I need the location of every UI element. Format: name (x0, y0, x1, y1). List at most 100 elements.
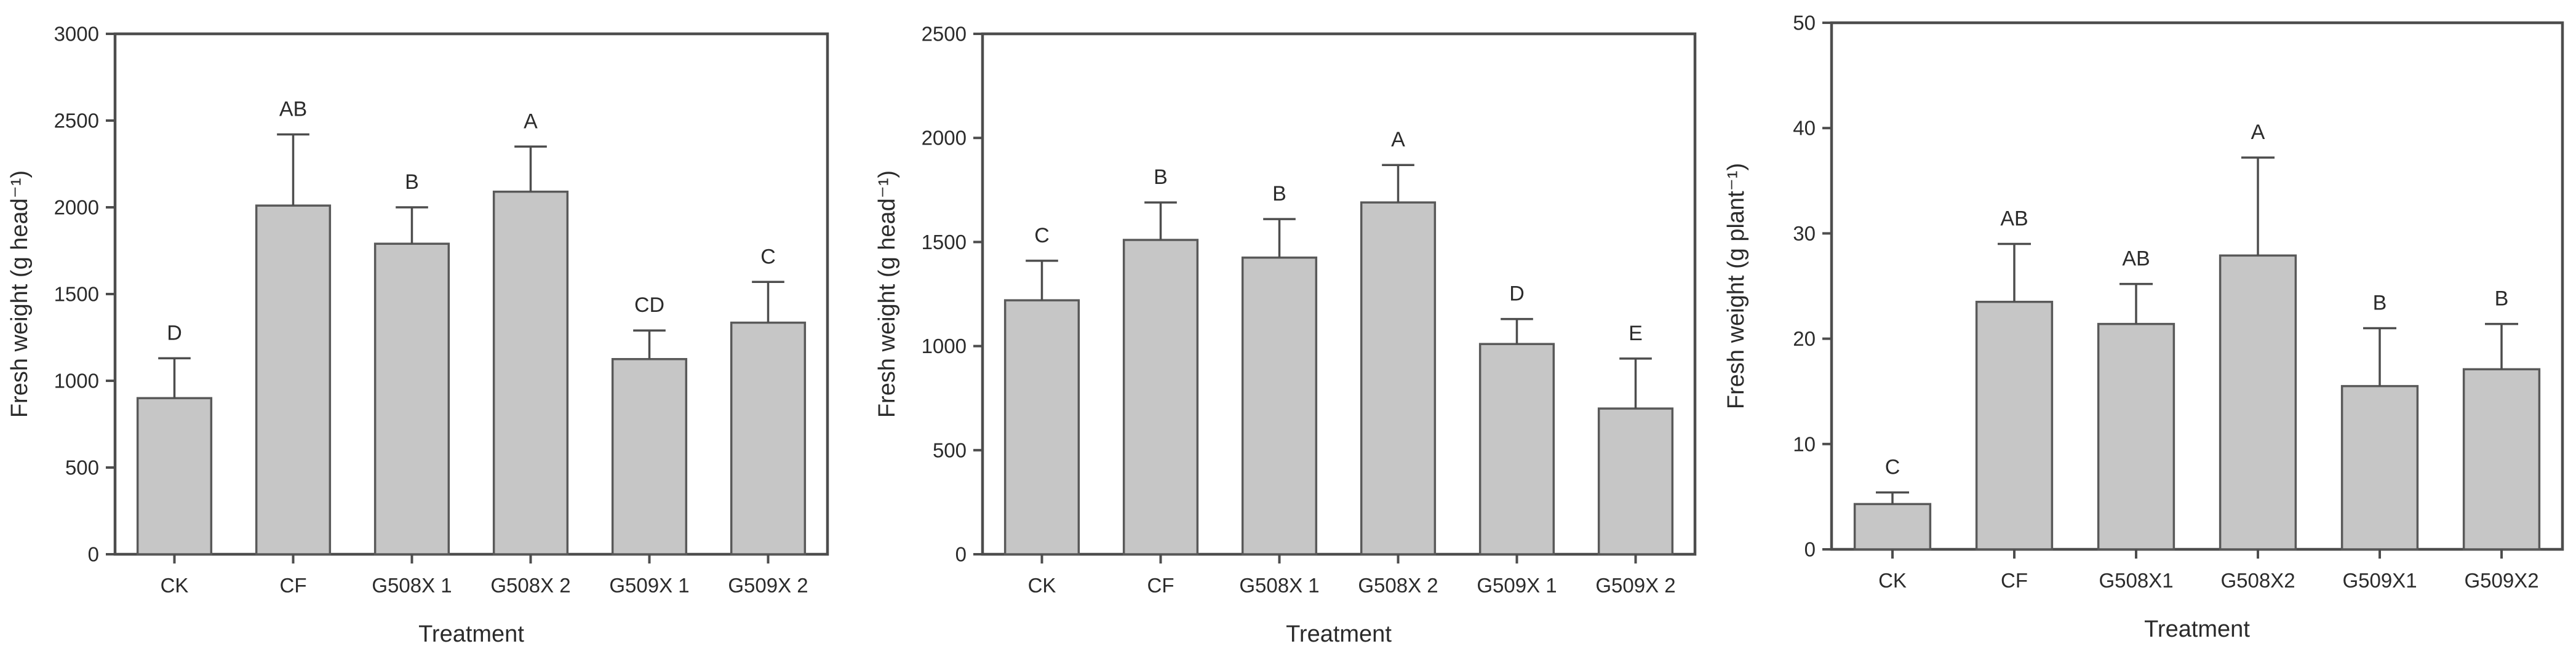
x-tick-label: G508X2 (2220, 569, 2295, 592)
y-tick-label: 2000 (922, 127, 967, 149)
y-axis: 0 500 1000 1500 2000 2500 (922, 23, 983, 566)
y-axis-title: Fresh weight (g head⁻¹) (7, 170, 33, 418)
error-bar (2363, 327, 2397, 386)
bar-g508x2 (2219, 254, 2297, 551)
x-tick-label: CF (280, 574, 307, 597)
bars: C B B A D E (1003, 128, 1674, 555)
y-tick-label: 20 (1793, 327, 1816, 350)
x-tick-label: G508X 2 (1358, 574, 1438, 597)
x-tick-label: G508X 1 (1239, 574, 1319, 597)
significance-letter: B (1272, 182, 1286, 205)
error-bar (1619, 357, 1652, 409)
x-tick-label: G509X 1 (609, 574, 689, 597)
error-bar (752, 281, 784, 323)
y-tick-label: 1000 (54, 370, 99, 392)
figure-panel-1: 0 500 1000 1500 2000 2500 3000 D AB B A CD C CK CF G508… (0, 0, 861, 647)
significance-letter: A (524, 109, 538, 133)
x-tick-label: G509X 2 (1595, 574, 1675, 597)
bar-g509x1 (1478, 343, 1555, 555)
error-bar (2484, 322, 2519, 370)
y-tick-label: 1500 (54, 283, 99, 306)
bar-cf (255, 204, 332, 555)
x-axis-title: Treatment (2144, 616, 2250, 642)
x-tick-label: G509X 2 (728, 574, 808, 597)
x-tick-label: G508X 1 (372, 574, 452, 597)
x-tick-label: G508X 2 (490, 574, 570, 597)
error-bar (1144, 201, 1177, 241)
error-bar (396, 206, 428, 244)
error-bar (1263, 218, 1296, 258)
error-bar (2241, 156, 2275, 256)
y-tick-label: 30 (1793, 222, 1816, 245)
bar-g508x2 (492, 190, 569, 555)
axes-frame (981, 32, 1697, 556)
bar-g509x2 (730, 321, 807, 555)
bar-chart-1: 0 500 1000 1500 2000 2500 3000 D AB B A CD C CK CF G508… (7, 23, 829, 647)
bar-chart-2: 0 500 1000 1500 2000 2500 C B B A D E CK CF G508X 1 G50… (874, 23, 1697, 647)
y-tick-label: 50 (1793, 12, 1816, 34)
x-axis: CK CF G508X 1 G508X 2 G509X 1 G509X 2 (161, 554, 808, 597)
bar-g509x1 (2340, 384, 2419, 551)
bar-cf (1975, 300, 2054, 551)
x-tick-label: G509X1 (2342, 569, 2417, 592)
y-tick-label: 1500 (922, 231, 967, 253)
x-tick-label: CF (1147, 574, 1174, 597)
y-tick-label: 2000 (54, 196, 99, 219)
bar-g509x2 (1597, 407, 1674, 555)
y-tick-label: 1000 (922, 335, 967, 357)
y-tick-label: 2500 (54, 109, 99, 132)
y-tick-label: 500 (933, 439, 967, 461)
bar-cf (1122, 239, 1199, 555)
bar-g508x1 (373, 242, 450, 555)
error-bar (514, 145, 547, 192)
significance-letter: B (1154, 165, 1168, 189)
significance-letter: E (1629, 322, 1643, 345)
x-tick-label: G509X 1 (1477, 574, 1557, 597)
x-tick-label: CK (161, 574, 189, 597)
bars: D AB B A CD C (136, 98, 807, 555)
x-tick-label: CF (2001, 569, 2028, 592)
y-tick-label: 0 (955, 543, 967, 566)
bar-g509x1 (611, 358, 688, 555)
figure-panel-2: 0 500 1000 1500 2000 2500 C B B A D E CK CF G508X 1 G50… (861, 0, 1723, 647)
error-bar (2119, 282, 2153, 324)
significance-letter: AB (279, 98, 307, 121)
significance-letter: C (1034, 224, 1050, 247)
significance-letter: CD (634, 293, 664, 317)
significance-letter: D (167, 321, 182, 344)
bar-g509x2 (2462, 368, 2541, 551)
error-bar (277, 133, 309, 206)
bar-g508x1 (2097, 322, 2175, 551)
error-bar (1026, 260, 1058, 301)
significance-letter: B (405, 170, 419, 194)
significance-letter: C (760, 245, 776, 268)
y-tick-label: 3000 (54, 23, 99, 46)
y-tick-label: 500 (65, 456, 99, 479)
error-bar (1997, 242, 2032, 302)
y-tick-label: 0 (1804, 538, 1816, 561)
bar-g508x1 (1241, 257, 1318, 555)
y-axis-title: Fresh weight (g plant⁻¹) (1723, 163, 1749, 409)
x-axis: CK CF G508X 1 G508X 2 G509X 1 G509X 2 (1028, 554, 1676, 597)
significance-letter: A (1391, 128, 1405, 151)
error-bar (158, 357, 191, 399)
significance-letter: B (2495, 287, 2509, 311)
significance-letter: AB (2000, 207, 2028, 231)
y-axis-title: Fresh weight (g head⁻¹) (874, 170, 900, 418)
y-tick-label: 40 (1793, 117, 1816, 140)
x-tick-label: CK (1878, 569, 1907, 592)
x-axis: CK CF G508X1 G508X2 G509X1 G509X2 (1878, 549, 2539, 592)
bar-ck (1853, 503, 1932, 551)
x-axis-title: Treatment (418, 621, 524, 646)
y-axis: 0 10 20 30 40 50 (1793, 12, 1832, 561)
significance-letter: C (1885, 456, 1900, 479)
x-tick-label: G508X1 (2099, 569, 2173, 592)
y-tick-label: 0 (88, 543, 99, 566)
axes-frame (113, 32, 829, 556)
y-axis: 0 500 1000 1500 2000 2500 3000 (54, 23, 115, 566)
error-bar (1501, 317, 1533, 344)
x-axis-title: Treatment (1286, 621, 1392, 646)
